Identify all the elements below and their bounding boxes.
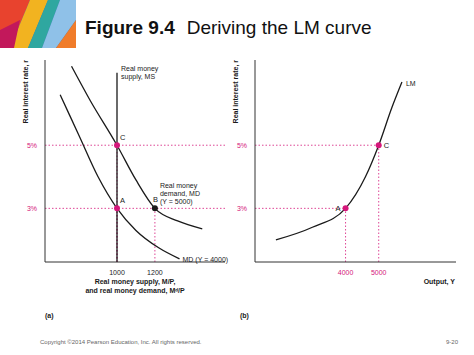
svg-text:Real moneysupply, MS: Real moneysupply, MS [121,65,159,81]
svg-text:4000: 4000 [338,269,354,276]
svg-text:3%: 3% [237,205,247,212]
svg-text:1000: 1000 [109,269,125,276]
svg-text:Real moneydemand, MD(Y = 5000): Real moneydemand, MD(Y = 5000) [160,182,200,206]
svg-text:Output, Y: Output, Y [424,278,456,286]
svg-text:A: A [336,204,341,213]
svg-text:5000: 5000 [371,269,387,276]
svg-text:1200: 1200 [147,269,163,276]
svg-text:A: A [120,196,125,205]
svg-text:Real money supply, M/P,and rea: Real money supply, M/P,and real money de… [85,278,185,295]
svg-text:LM: LM [406,80,416,87]
svg-text:Real interest rate, r: Real interest rate, r [22,60,30,124]
svg-text:(a): (a) [45,312,54,320]
svg-text:9-20: 9-20 [446,339,459,345]
svg-text:C: C [384,141,390,150]
svg-text:3%: 3% [27,205,37,212]
svg-text:5%: 5% [237,142,247,149]
svg-text:Copyright ©2014 Pearson Educat: Copyright ©2014 Pearson Education, Inc. … [40,339,202,345]
svg-text:Real interest rate, r: Real interest rate, r [232,60,240,124]
svg-text:(b): (b) [240,312,249,320]
svg-text:B: B [153,195,158,204]
svg-text:MD (Y = 4000): MD (Y = 4000) [183,256,229,264]
svg-text:Figure 9.4Deriving the LM curv: Figure 9.4Deriving the LM curve [85,17,372,38]
svg-text:C: C [120,133,126,142]
svg-text:5%: 5% [27,142,37,149]
